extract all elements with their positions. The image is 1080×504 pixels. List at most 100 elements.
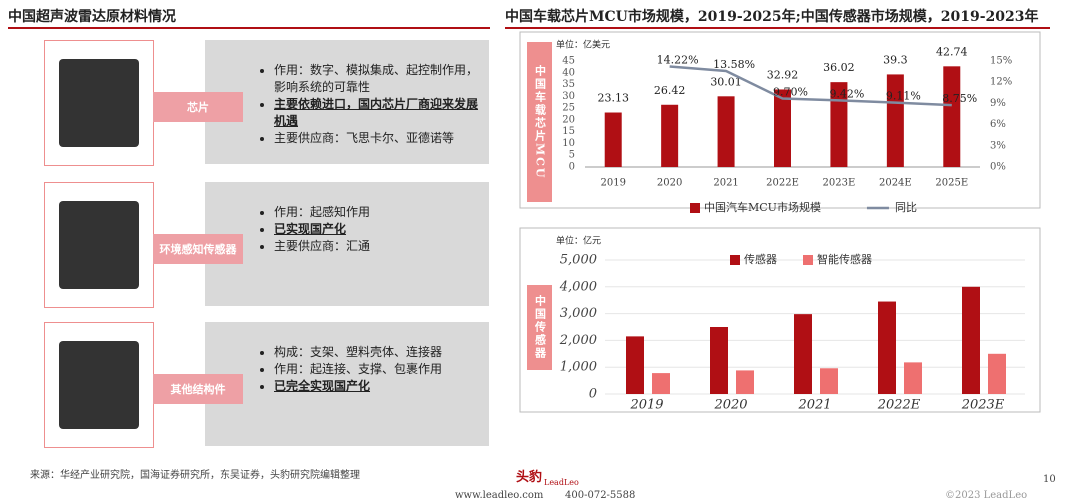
unit-label: 单位：亿元 bbox=[556, 235, 601, 247]
value-label: 23.13 bbox=[597, 92, 629, 105]
image bbox=[44, 40, 154, 166]
y-tick-label: 3,000 bbox=[560, 306, 597, 321]
y-tick-label: 4,000 bbox=[559, 279, 597, 294]
frame bbox=[519, 31, 1041, 209]
y-tick-label: 20 bbox=[562, 114, 575, 125]
x-tick-label: 2020 bbox=[713, 398, 747, 413]
x-tick-label: 2020 bbox=[657, 178, 682, 189]
x-tick-label: 2024E bbox=[879, 178, 912, 189]
line bbox=[669, 65, 952, 107]
photo bbox=[59, 201, 139, 289]
bullet: 作用：起连接、支撑、包裹作用 bbox=[274, 361, 484, 378]
bar bbox=[717, 96, 735, 167]
y-tick-label: 10 bbox=[562, 138, 575, 149]
tag-label: 芯片 bbox=[153, 92, 243, 122]
rule bbox=[505, 27, 1050, 29]
image bbox=[44, 182, 154, 308]
y-tick-label: 40 bbox=[562, 67, 575, 78]
image bbox=[44, 322, 154, 448]
page-number: 10 bbox=[1043, 474, 1056, 485]
bar bbox=[774, 89, 791, 167]
legend-swatch bbox=[730, 255, 740, 265]
bar bbox=[794, 314, 812, 394]
source: 来源：华经产业研究院，国海证券研究所，东吴证券，头豹研究院编辑整理 bbox=[30, 470, 360, 481]
x-tick-label: 2019 bbox=[600, 178, 625, 189]
value-label: 30.01 bbox=[710, 75, 742, 88]
bullet: 构成：支架、塑料壳体、连接器 bbox=[274, 344, 484, 361]
bar bbox=[830, 82, 848, 167]
y2-tick-label: 12% bbox=[990, 77, 1012, 88]
bar bbox=[878, 301, 896, 394]
side-label: 中国车载芯片MCU bbox=[527, 42, 552, 202]
bar bbox=[886, 74, 904, 167]
value-label: 26.42 bbox=[654, 84, 686, 97]
bullet: 主要供应商：汇通 bbox=[274, 238, 484, 255]
y-tick-label: 2,000 bbox=[559, 333, 597, 348]
bar bbox=[652, 373, 670, 394]
bar bbox=[736, 370, 754, 394]
bullet: 已完全实现国产化 bbox=[274, 378, 484, 395]
value-label: 14.22% bbox=[657, 54, 699, 67]
photo bbox=[59, 59, 139, 147]
value-label: 32.92 bbox=[767, 68, 799, 81]
tag-label: 环境感知传感器 bbox=[153, 234, 243, 264]
bar bbox=[962, 286, 980, 394]
bullet-list: 作用：起感知作用已实现国产化主要供应商：汇通 bbox=[248, 204, 484, 255]
unit-label: 单位：亿美元 bbox=[556, 39, 610, 51]
bar bbox=[988, 353, 1006, 394]
x-tick-label: 2021 bbox=[713, 178, 738, 189]
legend-swatch bbox=[803, 255, 813, 265]
left-title: 中国超声波雷达原材料情况 bbox=[8, 9, 176, 25]
x-tick-label: 2019 bbox=[629, 398, 663, 413]
bar bbox=[604, 112, 622, 167]
bullet: 主要依赖进口，国内芯片厂商迎来发展机遇 bbox=[274, 96, 484, 130]
bullet-list: 作用：数字、模拟集成、起控制作用，影响系统的可靠性主要依赖进口，国内芯片厂商迎来… bbox=[248, 62, 484, 147]
legend-label: 同比 bbox=[895, 201, 917, 214]
bar bbox=[943, 66, 961, 167]
x-tick-label: 2022E bbox=[877, 398, 921, 413]
y-tick-label: 5 bbox=[569, 150, 575, 161]
value-label: 39.3 bbox=[883, 53, 908, 66]
legend-label: 传感器 bbox=[744, 253, 777, 266]
frame bbox=[519, 227, 1041, 413]
side-label: 中国传感器 bbox=[527, 285, 552, 370]
site: www.leadleo.com bbox=[455, 490, 544, 501]
y2-tick-label: 9% bbox=[990, 98, 1006, 109]
bar bbox=[661, 104, 679, 167]
y2-tick-label: 0% bbox=[990, 162, 1006, 173]
x-tick-label: 2025E bbox=[935, 178, 968, 189]
photo bbox=[59, 341, 139, 429]
y-tick-label: 45 bbox=[562, 56, 575, 67]
bullet: 作用：起感知作用 bbox=[274, 204, 484, 221]
x-tick-label: 2023E bbox=[823, 178, 856, 189]
x-tick-label: 2021 bbox=[797, 398, 831, 413]
bullets: 构成：支架、塑料壳体、连接器作用：起连接、支撑、包裹作用已完全实现国产化 bbox=[248, 344, 484, 395]
y-tick-label: 5,000 bbox=[560, 253, 597, 268]
y2-tick-label: 3% bbox=[990, 140, 1006, 151]
value-label: 8.75% bbox=[942, 92, 977, 105]
x-tick-label: 2023E bbox=[961, 398, 1005, 413]
right-title: 中国车载芯片MCU市场规模，2019-2025年;中国传感器市场规模，2019-… bbox=[505, 9, 1039, 25]
tag-label: 其他结构件 bbox=[153, 374, 243, 404]
panel bbox=[205, 182, 489, 306]
value-label: 9.11% bbox=[886, 90, 921, 103]
bar bbox=[626, 336, 644, 394]
x-tick-label: 2022E bbox=[766, 178, 799, 189]
bar bbox=[820, 368, 838, 394]
value-label: 13.58% bbox=[713, 58, 755, 71]
bullet: 已实现国产化 bbox=[274, 221, 484, 238]
value-label: 36.02 bbox=[823, 61, 855, 74]
y-tick-label: 15 bbox=[562, 126, 575, 137]
y-tick-label: 1,000 bbox=[560, 360, 597, 375]
value-label: 9.70% bbox=[773, 85, 808, 98]
brand-en: LeadLeo bbox=[544, 478, 579, 487]
legend-label: 中国汽车MCU市场规模 bbox=[704, 200, 821, 214]
bullet: 主要供应商：飞思卡尔、亚德诺等 bbox=[274, 130, 484, 147]
value-label: 9.42% bbox=[829, 87, 864, 100]
rule bbox=[8, 27, 490, 29]
y-tick-label: 35 bbox=[562, 79, 575, 90]
y-tick-label: 25 bbox=[562, 103, 575, 114]
bullets: 作用：数字、模拟集成、起控制作用，影响系统的可靠性主要依赖进口，国内芯片厂商迎来… bbox=[248, 62, 484, 147]
